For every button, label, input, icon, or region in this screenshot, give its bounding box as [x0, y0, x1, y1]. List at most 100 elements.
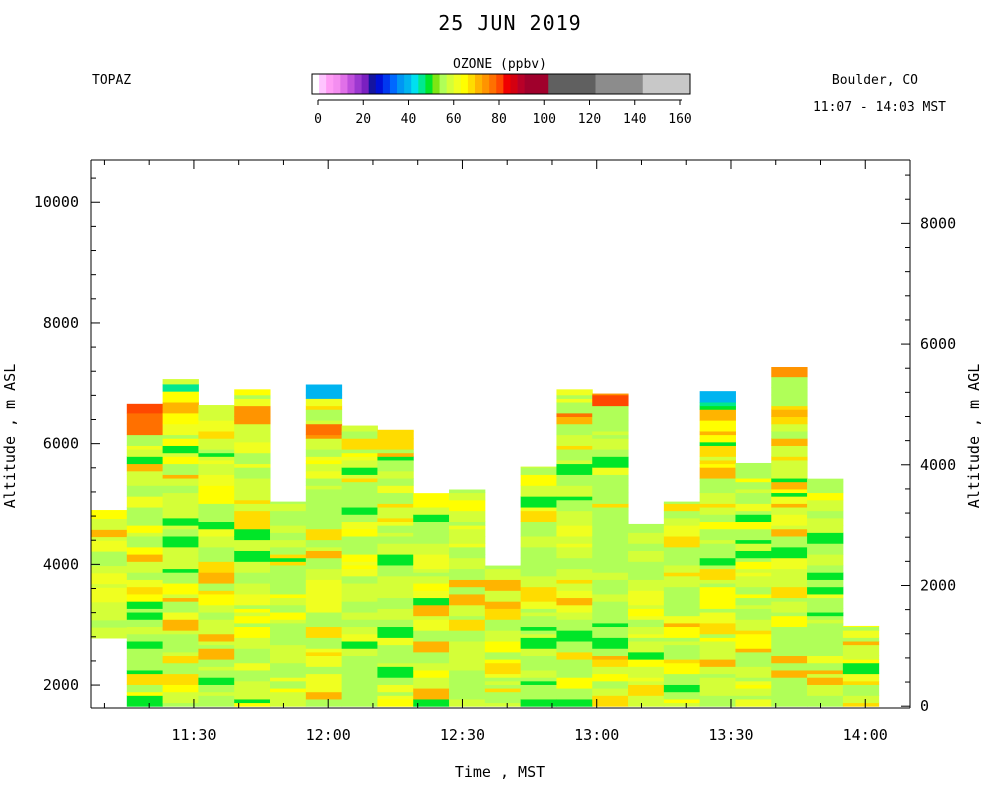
- ozone-cell: [413, 564, 450, 570]
- ozone-cell: [270, 557, 307, 562]
- ozone-cell: [413, 493, 450, 497]
- ozone-cell: [377, 564, 414, 577]
- ozone-cell: [628, 659, 665, 667]
- ozone-cell: [842, 677, 880, 682]
- ozone-cell: [126, 612, 164, 620]
- colorbar-bin-3: [333, 74, 341, 94]
- ozone-cell: [449, 557, 486, 570]
- ozone-cell: [305, 394, 343, 399]
- ozone-cell: [699, 637, 736, 642]
- ozone-cell: [628, 550, 665, 562]
- ozone-cell: [842, 637, 880, 642]
- ozone-cell: [699, 445, 736, 457]
- ozone-cell: [592, 507, 629, 512]
- ozone-cell: [270, 554, 307, 559]
- ozone-cell: [807, 554, 844, 566]
- ozone-cell: [556, 557, 593, 570]
- ozone-cell: [413, 597, 450, 606]
- ozone-cell: [234, 499, 271, 504]
- ozone-cell: [126, 456, 164, 465]
- ozone-cell: [341, 564, 378, 570]
- ozone-cell: [520, 535, 557, 548]
- ozone-cell: [556, 590, 593, 599]
- ozone-cell: [162, 593, 199, 599]
- ozone-cell: [162, 568, 199, 573]
- ozone-cell: [449, 630, 486, 642]
- ozone-cell: [234, 572, 271, 584]
- ozone-cell: [198, 474, 235, 486]
- ozone-cell: [413, 521, 450, 533]
- ozone-cell: [341, 590, 378, 599]
- ozone-cell: [628, 523, 665, 533]
- ozone-cell: [449, 579, 486, 588]
- ozone-cell: [234, 510, 271, 523]
- ozone-cell: [735, 677, 772, 682]
- ozone-cell: [556, 543, 593, 548]
- colorbar-bin-28: [510, 74, 518, 94]
- ozone-cell: [556, 669, 593, 678]
- ozone-cell: [771, 615, 808, 628]
- ozone-cell: [234, 659, 271, 664]
- ozone-cell: [126, 423, 164, 436]
- ozone-cell: [198, 420, 235, 432]
- ozone-cell: [699, 583, 736, 588]
- ozone-cell: [234, 389, 271, 396]
- ozone-cell: [234, 416, 271, 421]
- ozone-cell: [341, 539, 378, 551]
- y-tick-label-right: 4000: [920, 456, 956, 474]
- ozone-cell: [234, 467, 271, 479]
- colorbar-frame: [311, 73, 691, 95]
- ozone-cell: [198, 463, 235, 475]
- ozone-cell: [305, 648, 343, 653]
- ozone-cell: [663, 510, 701, 519]
- ozone-cell: [270, 651, 307, 664]
- ozone-cell: [305, 568, 343, 580]
- ozone-cell: [628, 532, 665, 544]
- ozone-cell: [842, 644, 880, 656]
- ozone-cell: [771, 394, 808, 407]
- ozone-cell: [341, 430, 378, 439]
- ozone-cell: [305, 420, 343, 425]
- ozone-cell: [449, 525, 486, 530]
- ozone-cell: [377, 680, 414, 685]
- ozone-cell: [377, 525, 414, 533]
- ozone-cell: [628, 604, 665, 609]
- ozone-cell: [162, 445, 199, 454]
- ozone-cell: [377, 478, 414, 483]
- ozone-cell: [735, 619, 772, 631]
- ozone-cell: [556, 394, 593, 399]
- ozone-cell: [735, 698, 772, 707]
- ozone-cell: [377, 644, 414, 653]
- colorbar-bin-15: [418, 74, 426, 94]
- ozone-cell: [556, 612, 593, 620]
- ozone-cell: [771, 655, 808, 664]
- ozone-cell: [270, 564, 307, 577]
- ozone-cell: [592, 695, 629, 707]
- ozone-cell: [126, 470, 164, 475]
- ozone-cell: [663, 702, 701, 707]
- y-tick-label-left: 6000: [43, 435, 79, 453]
- ozone-cell: [592, 456, 629, 468]
- ozone-cell: [449, 521, 486, 526]
- ozone-cell: [234, 702, 271, 707]
- ozone-cell: [699, 481, 736, 494]
- ozone-cell: [699, 633, 736, 638]
- colorbar-bin-1: [319, 74, 327, 94]
- ozone-cell: [771, 597, 808, 602]
- ozone-cell: [413, 550, 450, 555]
- ozone-cell: [484, 590, 522, 595]
- ozone-cell: [484, 619, 522, 624]
- ozone-cell: [198, 510, 235, 523]
- ozone-cell: [628, 637, 665, 642]
- ozone-cell: [771, 503, 808, 508]
- ozone-cell: [126, 403, 164, 414]
- ozone-cell: [162, 379, 199, 385]
- ozone-cell: [556, 688, 593, 696]
- ozone-cell: [842, 641, 880, 646]
- ozone-cell: [771, 525, 808, 530]
- ozone-cell: [556, 449, 593, 461]
- ozone-cell: [377, 503, 414, 508]
- ozone-cell: [663, 644, 701, 653]
- ozone-cell: [377, 456, 414, 461]
- ozone-cell: [305, 423, 343, 436]
